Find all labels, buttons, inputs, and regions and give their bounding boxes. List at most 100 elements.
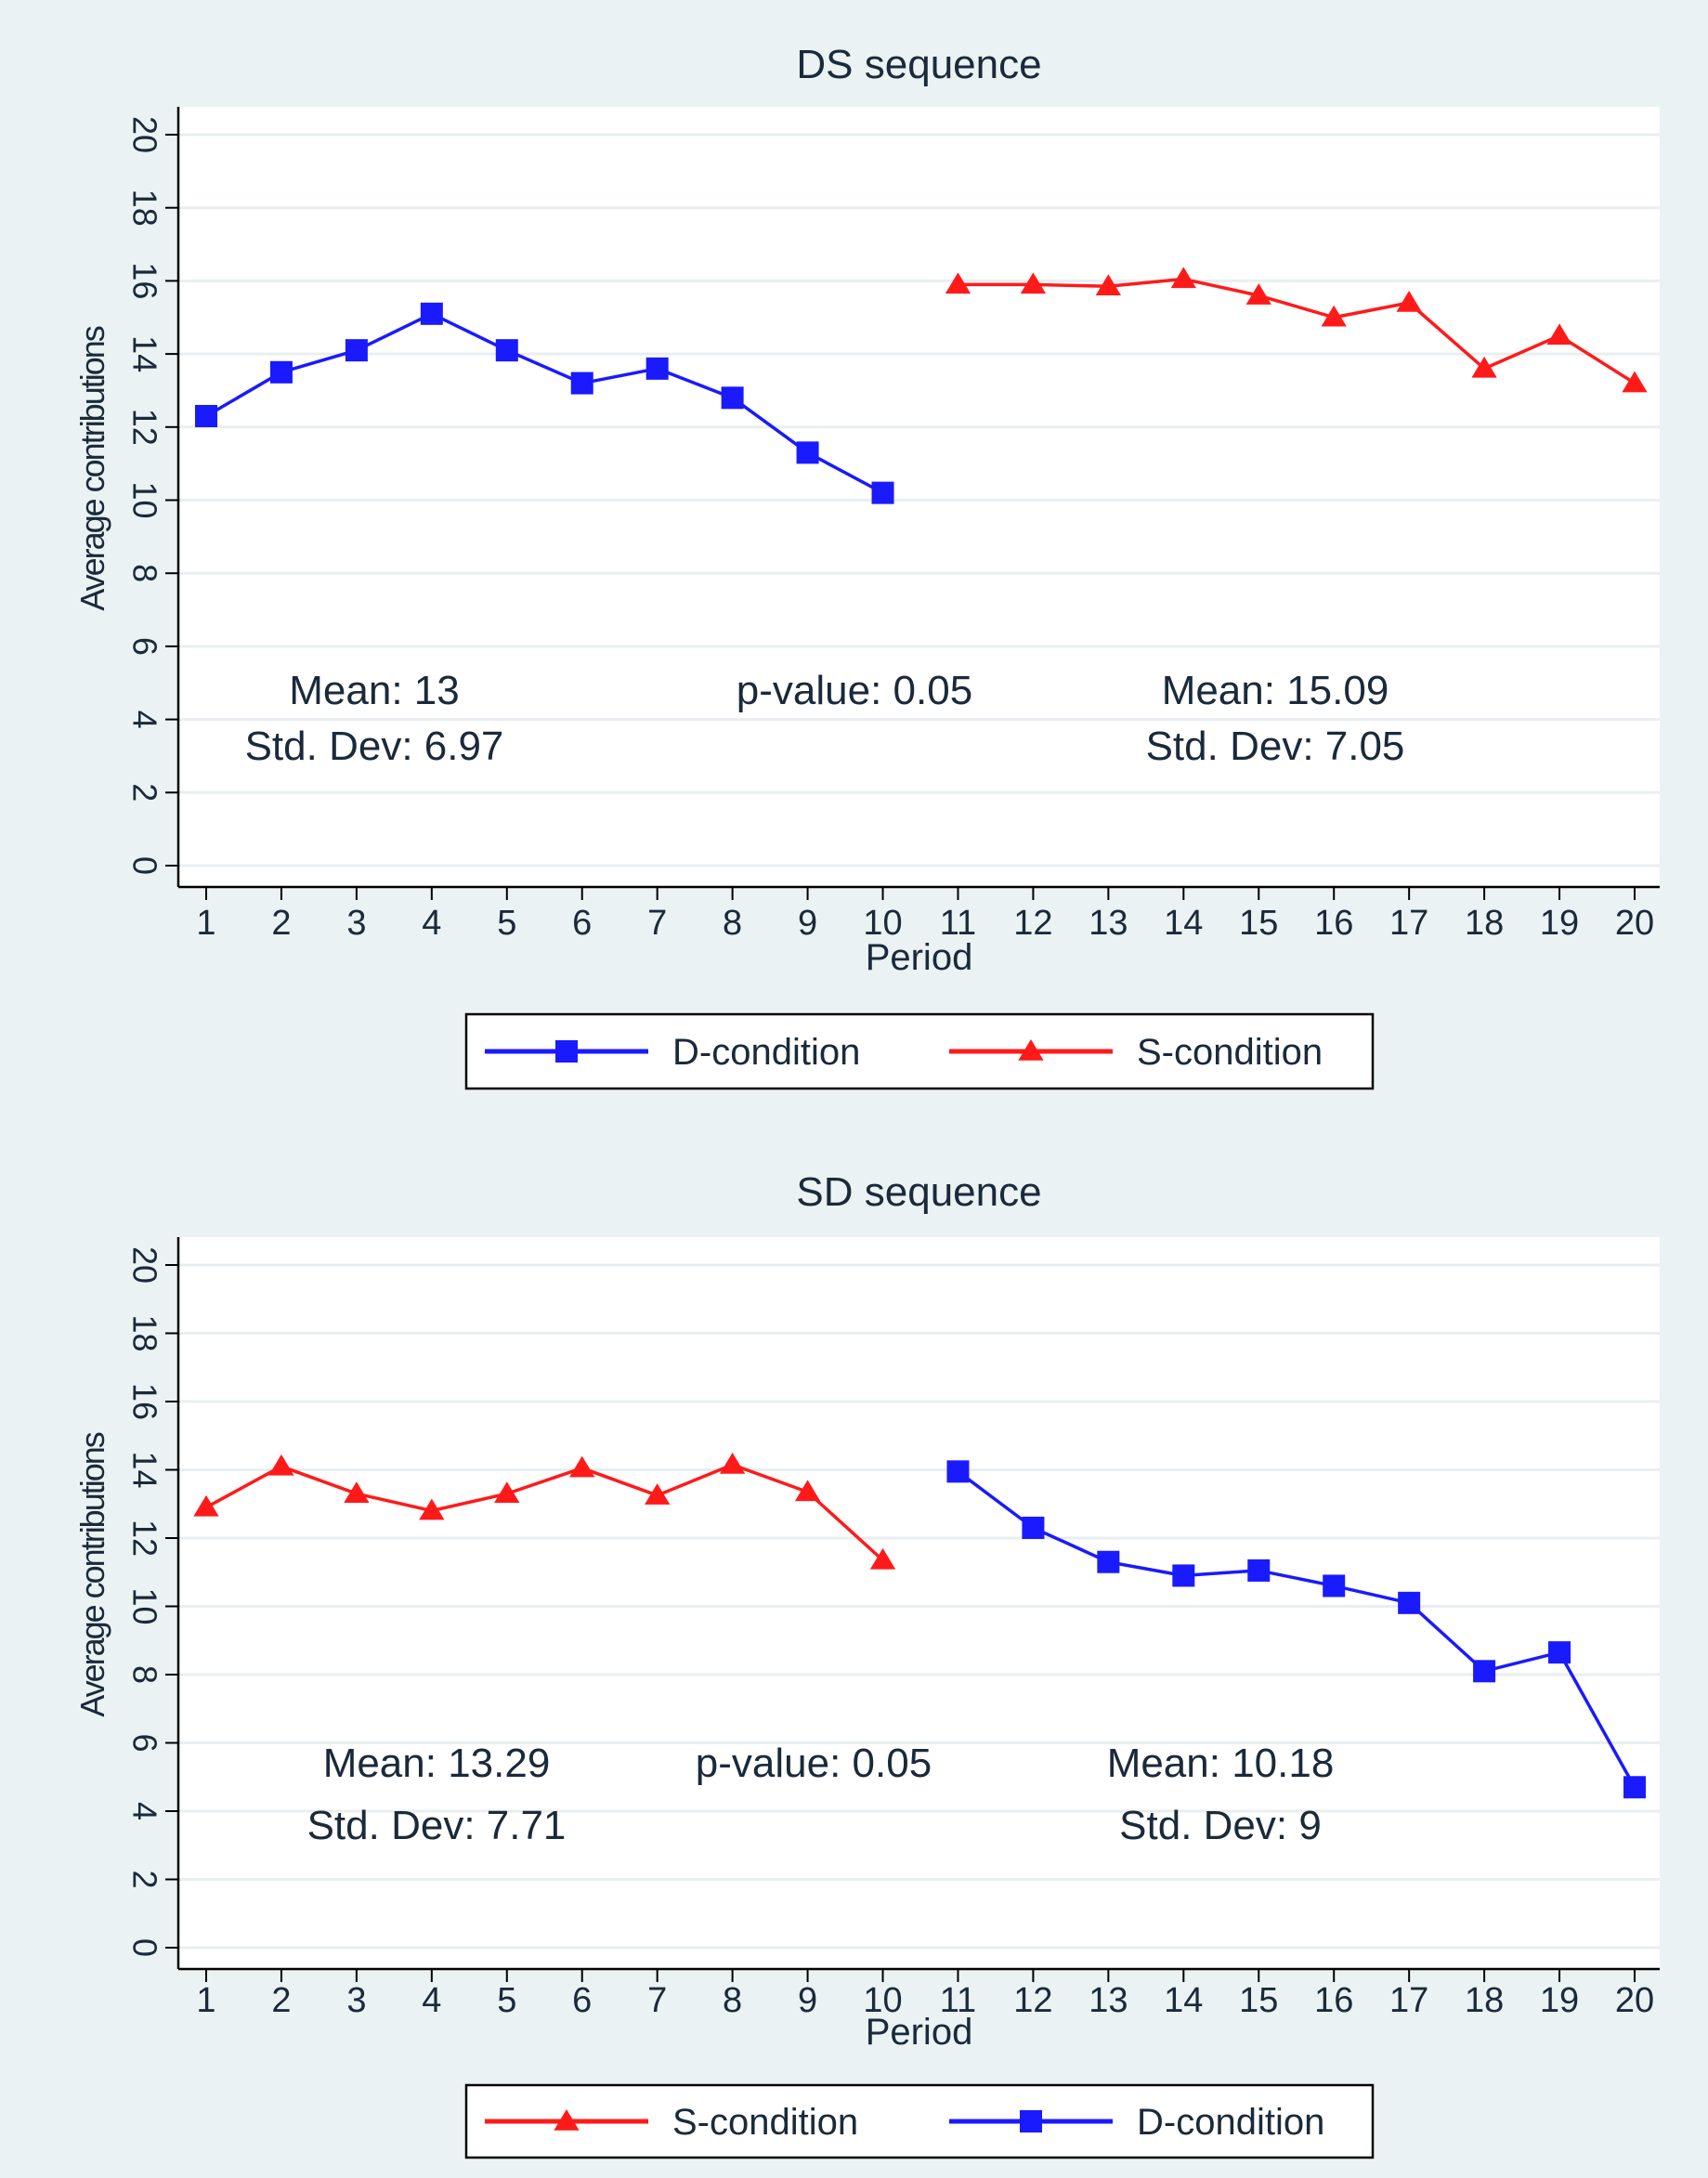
data-point [1172, 1564, 1195, 1587]
data-point [794, 1480, 821, 1502]
y-tick-label: 8 [125, 564, 163, 582]
y-tick-label: 20 [125, 1246, 163, 1284]
x-tick-label: 11 [940, 904, 976, 943]
y-tick-label: 6 [125, 1733, 163, 1752]
data-point [495, 339, 518, 362]
x-tick-label: 18 [1465, 1981, 1504, 2020]
data-point [193, 1494, 219, 1517]
p-value-label: p-value: 0.05 [696, 1741, 932, 1786]
y-tick-label: 8 [125, 1665, 163, 1684]
y-tick-label: 18 [125, 189, 163, 227]
y-axis-label: Average contributions [73, 1432, 111, 1717]
right-mean-label: Mean: 15.09 [1162, 668, 1389, 713]
data-point [721, 386, 744, 410]
legend-marker [1018, 1039, 1044, 1061]
data-point [1546, 323, 1572, 346]
series-s-condition [945, 267, 1648, 393]
data-point [1323, 1574, 1346, 1598]
right-mean-label: Mean: 10.18 [1107, 1741, 1335, 1786]
legend-marker [555, 1040, 578, 1063]
y-tick-label: 10 [125, 481, 163, 518]
x-tick-label: 20 [1615, 904, 1654, 943]
data-point [719, 1452, 746, 1474]
data-point [1622, 371, 1648, 393]
x-tick-label: 14 [1164, 1981, 1203, 2020]
y-axis-label: Average contributions [73, 326, 111, 611]
data-point [494, 1481, 520, 1503]
x-tick-label: 15 [1239, 1981, 1278, 2020]
legend-marker [1020, 2110, 1042, 2132]
data-point [1097, 1550, 1120, 1573]
data-point [796, 441, 819, 464]
data-point [1623, 1776, 1646, 1799]
left-mean-label: Mean: 13 [289, 668, 459, 713]
x-tick-label: 16 [1314, 904, 1353, 943]
x-tick-label: 6 [572, 904, 592, 943]
data-point [645, 357, 669, 380]
y-tick-label: 2 [125, 783, 163, 802]
data-point [420, 302, 443, 325]
y-tick-label: 2 [125, 1870, 163, 1888]
legend-label: S-condition [1137, 1032, 1323, 1073]
x-tick-label: 12 [1013, 1981, 1052, 2020]
y-tick-label: 0 [125, 856, 163, 875]
x-tick-label: 17 [1389, 904, 1428, 943]
left-std-dev-label: Std. Dev: 6.97 [245, 724, 504, 769]
series-s-condition [193, 1452, 896, 1570]
series-d-condition [195, 302, 894, 504]
legend-marker [554, 2109, 580, 2131]
legend: D-condition S-condition [464, 1012, 1375, 1090]
x-tick-label: 2 [271, 904, 291, 943]
legend-label: D-condition [672, 1032, 860, 1073]
x-tick-label: 3 [346, 1981, 366, 2020]
x-tick-label: 14 [1164, 904, 1203, 943]
x-tick-label: 18 [1465, 904, 1504, 943]
x-tick-label: 4 [422, 1981, 441, 2020]
y-tick-label: 4 [125, 711, 163, 729]
data-point [345, 339, 368, 362]
y-tick-label: 16 [125, 262, 163, 299]
y-tick-label: 12 [125, 1519, 163, 1557]
x-tick-label: 1 [196, 904, 215, 943]
y-tick-label: 16 [125, 1383, 163, 1420]
x-tick-label: 12 [1013, 904, 1052, 943]
data-point [946, 1460, 970, 1483]
y-tick-label: 0 [125, 1938, 163, 1957]
data-point [1245, 283, 1271, 305]
y-tick-label: 10 [125, 1587, 163, 1624]
x-tick-label: 10 [863, 1981, 902, 2020]
left-std-dev-label: Std. Dev: 7.71 [307, 1803, 567, 1848]
data-point [1020, 272, 1047, 294]
series-line [205, 1463, 884, 1562]
x-tick-label: 9 [798, 1981, 817, 2020]
x-tick-label: 20 [1615, 1981, 1654, 2020]
data-point [570, 372, 593, 395]
x-tick-label: 8 [723, 904, 742, 943]
data-point [1471, 356, 1497, 378]
data-point [1396, 291, 1422, 312]
data-point [344, 1481, 370, 1503]
y-tick-label: 4 [125, 1802, 163, 1820]
x-tick-label: 19 [1540, 1981, 1579, 2020]
y-tick-label: 14 [125, 335, 163, 372]
data-point [1473, 1660, 1496, 1683]
legend-label: D-condition [1137, 2102, 1324, 2143]
x-tick-label: 7 [647, 1981, 667, 2020]
x-tick-label: 8 [723, 1981, 742, 2020]
data-point [1548, 1641, 1571, 1664]
data-point [419, 1498, 445, 1520]
left-mean-label: Mean: 13.29 [323, 1741, 551, 1786]
x-tick-label: 16 [1314, 1981, 1353, 2020]
x-axis-label: Period [866, 937, 973, 978]
data-point [1247, 1559, 1271, 1582]
data-point [1170, 267, 1196, 289]
series-d-condition [946, 1460, 1646, 1799]
data-point [195, 404, 217, 427]
right-std-dev-label: Std. Dev: 9 [1119, 1803, 1322, 1848]
plot-area [178, 107, 1660, 887]
right-std-dev-label: Std. Dev: 7.05 [1146, 724, 1405, 769]
series-line [957, 1469, 1636, 1789]
data-point [645, 1483, 671, 1505]
